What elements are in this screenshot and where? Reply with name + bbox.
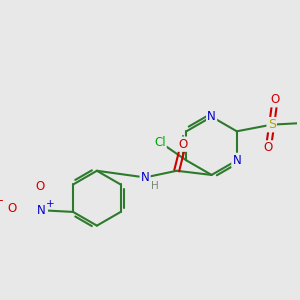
- Text: +: +: [46, 199, 54, 208]
- Text: N: N: [207, 110, 216, 123]
- Text: N: N: [141, 171, 149, 184]
- Text: H: H: [151, 181, 159, 191]
- Text: -: -: [0, 194, 3, 207]
- Text: N: N: [37, 204, 46, 217]
- Text: S: S: [268, 118, 276, 131]
- Text: O: O: [35, 181, 44, 194]
- Text: O: O: [7, 202, 16, 215]
- Text: O: O: [264, 141, 273, 154]
- Text: O: O: [179, 138, 188, 151]
- Text: N: N: [232, 154, 241, 167]
- Text: O: O: [270, 93, 280, 106]
- Text: Cl: Cl: [154, 136, 166, 148]
